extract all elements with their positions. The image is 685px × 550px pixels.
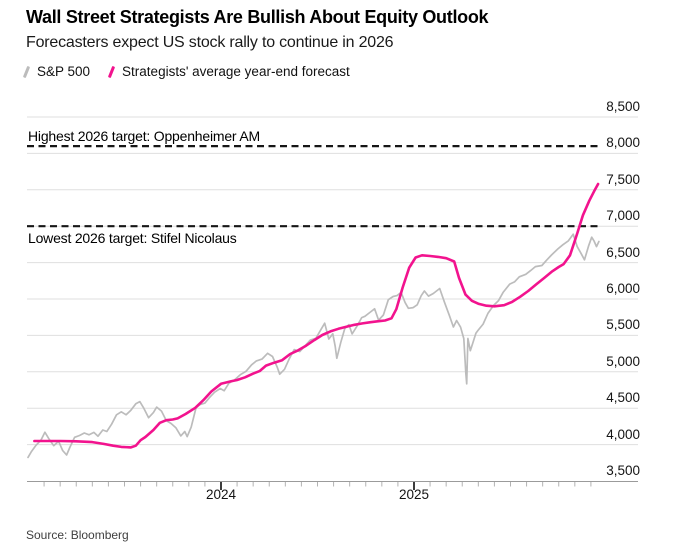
legend: S&P 500 Strategists' average year-end fo… — [22, 64, 370, 79]
y-axis-label: 6,000 — [606, 281, 640, 296]
x-axis-label: 2025 — [398, 487, 429, 502]
y-axis-label: 8,000 — [606, 135, 640, 151]
series-line — [27, 233, 600, 459]
y-axis-label: 8,500 — [606, 99, 640, 114]
y-axis-label: 5,000 — [606, 353, 640, 369]
highest-target-annotation: Highest 2026 target: Oppenheimer AM — [28, 128, 260, 144]
y-axis-label: 4,500 — [606, 390, 640, 406]
legend-label-forecast: Strategists' average year-end forecast — [122, 64, 350, 79]
source-credit: Source: Bloomberg — [26, 528, 129, 542]
y-axis-label: 3,500 — [606, 463, 640, 478]
lowest-target-annotation: Lowest 2026 target: Stifel Nicolaus — [28, 230, 237, 246]
legend-item-forecast: Strategists' average year-end forecast — [107, 64, 350, 79]
chart-subtitle: Forecasters expect US stock rally to con… — [26, 34, 394, 51]
y-axis-label: 6,500 — [606, 244, 640, 260]
legend-label-sp500: S&P 500 — [37, 64, 91, 79]
y-axis-label: 7,500 — [606, 171, 640, 187]
y-axis-label: 7,000 — [606, 208, 640, 224]
forecast-line-swatch-icon — [107, 65, 116, 78]
chart-title: Wall Street Strategists Are Bullish Abou… — [26, 7, 489, 27]
series-line — [33, 182, 600, 449]
y-axis-label: 4,000 — [606, 426, 640, 442]
legend-item-sp500: S&P 500 — [22, 64, 91, 79]
y-axis-label: 5,500 — [606, 317, 640, 333]
x-axis-label: 2024 — [205, 487, 236, 502]
